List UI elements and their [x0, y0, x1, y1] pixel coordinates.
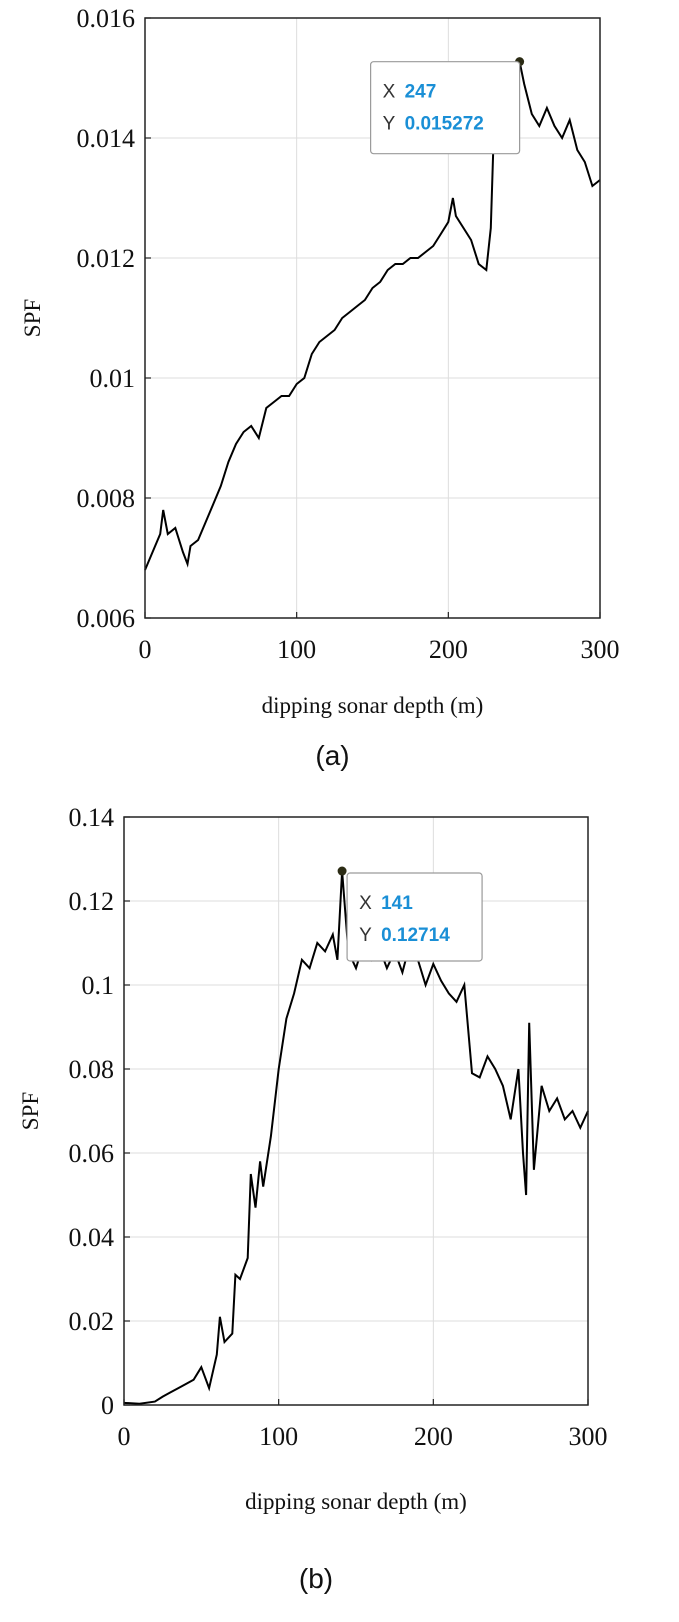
datatip-marker[interactable]: [337, 866, 347, 876]
y-tick-labels: 0.006 0.008 0.01 0.012 0.014 0.016: [77, 4, 151, 633]
y-tick-label: 0.01: [90, 364, 136, 393]
x-tick-label: 0: [139, 635, 152, 664]
datatip-y-key: Y: [383, 114, 396, 135]
chart-panel-b: 0 100 200 300 00.020.040.060.080.10.120.14 …: [18, 803, 608, 1594]
axes-frame: [144, 17, 601, 619]
y-tick-label: 0.08: [69, 1055, 115, 1084]
x-axis-label: dipping sonar depth (m): [245, 1489, 467, 1514]
x-axis-label: dipping sonar depth (m): [262, 693, 484, 718]
x-tick-label: 100: [277, 635, 316, 664]
x-tick-label: 200: [429, 635, 468, 664]
x-tick-label: 300: [581, 635, 620, 664]
y-tick-label: 0.06: [69, 1139, 115, 1168]
y-tick-label: 0: [101, 1391, 114, 1420]
datatip-x-key: X: [383, 82, 396, 103]
y-tick-label: 0.012: [77, 244, 136, 273]
x-tick-label: 0: [118, 1422, 131, 1451]
y-tick-label: 0.14: [69, 803, 115, 832]
y-tick-label: 0.006: [77, 604, 136, 633]
y-axis-label: SPF: [18, 1092, 43, 1130]
datatip-y-value: 0.12714: [381, 925, 450, 946]
panel-label-a: (a): [315, 740, 349, 771]
x-tick-label: 100: [259, 1422, 298, 1451]
x-tick-label: 300: [569, 1422, 608, 1451]
y-axis-label: SPF: [20, 299, 45, 337]
axes-frame: [123, 816, 589, 1406]
datatip-background: [370, 61, 521, 155]
y-tick-label: 0.12: [69, 887, 115, 916]
y-tick-label: 0.1: [82, 971, 115, 1000]
y-tick-label: 0.008: [77, 484, 136, 513]
datatip-box[interactable]: X 141 Y 0.12714: [346, 872, 483, 962]
datatip-box[interactable]: X 247 Y 0.015272: [370, 61, 521, 155]
y-tick-label: 0.016: [77, 4, 136, 33]
datatip-x-value: 141: [381, 893, 413, 914]
x-tick-labels: 0 100 200 300: [118, 1399, 608, 1451]
panel-label-b: (b): [299, 1563, 333, 1594]
datatip-x-key: X: [359, 893, 372, 914]
x-tick-labels: 0 100 200 300: [139, 612, 620, 664]
y-tick-label: 0.014: [77, 124, 136, 153]
grid-lines: [124, 817, 588, 1405]
datatip-y-key: Y: [359, 925, 372, 946]
datatip-background: [346, 872, 483, 962]
y-tick-label: 0.04: [69, 1223, 115, 1252]
datatip-x-value: 247: [405, 82, 437, 103]
datatip-y-value: 0.015272: [405, 114, 484, 135]
y-tick-label: 0.02: [69, 1307, 115, 1336]
x-tick-label: 200: [414, 1422, 453, 1451]
y-tick-labels: 0 0.02 0.04 0.06 0.08 0.1 0.12 0.14: [69, 803, 130, 1420]
chart-panel-a: 0 100 200 300 0.006 0.008 0.01 0.012 0.014 0.016…: [20, 4, 620, 771]
